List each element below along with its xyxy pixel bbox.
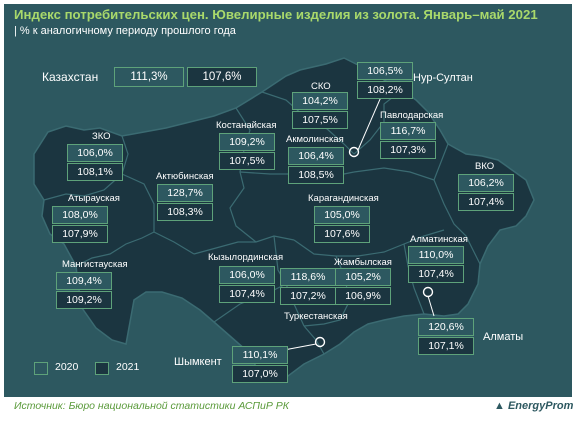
region-value-2021-akmola: 108,5% <box>288 166 344 184</box>
region-value-2020-nur-sultan: 106,5% <box>357 62 413 80</box>
region-label-mangystau: Мангистауская <box>62 259 128 270</box>
region-label-atyrau: Атырауская <box>68 193 120 204</box>
city-markers <box>283 89 435 351</box>
region-value-2020-zko: 106,0% <box>67 144 123 162</box>
source-note: Источник: Бюро национальной статистики А… <box>14 400 289 412</box>
legend-2020-swatch <box>34 362 48 375</box>
region-value-2021-vko: 107,4% <box>458 193 514 211</box>
region-label-kyzylorda: Кызылординская <box>208 252 284 263</box>
region-label-aktobe: Актюбинская <box>156 171 214 182</box>
national-label: Казахстан <box>42 70 99 84</box>
national-2020: 111,3% <box>114 67 184 87</box>
region-label-zhambyl: Жамбылская <box>334 257 392 268</box>
chart-subtitle: | % к аналогичному периоду прошлого года <box>14 25 236 37</box>
region-value-2020-akmola: 106,4% <box>288 147 344 165</box>
region-value-2021-shymkent: 107,0% <box>232 365 288 383</box>
region-label-shymkent: Шымкент <box>174 356 222 368</box>
region-label-pavlodar: Павлодарская <box>380 110 444 121</box>
region-value-2021-mangystau: 109,2% <box>56 291 112 309</box>
region-value-2020-mangystau: 109,4% <box>56 272 112 290</box>
region-value-2020-karaganda: 105,0% <box>314 206 370 224</box>
region-label-karaganda: Карагандинская <box>308 193 379 204</box>
region-label-kostanay: Костанайская <box>216 120 277 131</box>
region-label-almaty-reg: Алматинская <box>410 234 468 245</box>
region-value-2020-kyzylorda: 106,0% <box>219 266 275 284</box>
region-value-2021-pavlodar: 107,3% <box>380 141 436 159</box>
national-2021: 107,6% <box>187 67 257 87</box>
region-label-sko: СКО <box>311 81 331 92</box>
legend-2021-label: 2021 <box>116 361 140 373</box>
region-value-2021-kyzylorda: 107,4% <box>219 285 275 303</box>
region-value-2020-atyrau: 108,0% <box>52 206 108 224</box>
region-label-nur-sultan: Нур-Султан <box>413 72 473 84</box>
region-value-2020-aktobe: 128,7% <box>157 184 213 202</box>
region-value-2021-atyrau: 107,9% <box>52 225 108 243</box>
region-value-2021-turkestan: 107,2% <box>280 287 336 305</box>
region-value-2021-zko: 108,1% <box>67 163 123 181</box>
region-value-2021-almaty: 107,1% <box>418 337 474 355</box>
region-value-2020-pavlodar: 116,7% <box>380 122 436 140</box>
legend-2021-swatch <box>95 362 109 375</box>
shymkent-marker <box>314 336 326 348</box>
region-label-akmola: Акмолинская <box>286 134 344 145</box>
region-label-almaty: Алматы <box>483 331 524 343</box>
flame-icon: ▲ <box>494 400 505 412</box>
region-value-2020-shymkent: 110,1% <box>232 346 288 364</box>
region-value-2020-turkestan: 118,6% <box>280 268 336 286</box>
region-value-2021-zhambyl: 106,9% <box>335 287 391 305</box>
nur-sultan-marker <box>348 146 360 158</box>
region-label-zko: ЗКО <box>92 131 111 142</box>
region-value-2020-vko: 106,2% <box>458 174 514 192</box>
legend-2020-label: 2020 <box>55 361 79 373</box>
brand-name: EnergyProm <box>507 400 574 412</box>
region-value-2020-kostanay: 109,2% <box>219 133 275 151</box>
region-value-2020-almaty: 120,6% <box>418 318 474 336</box>
region-value-2021-kostanay: 107,5% <box>219 152 275 170</box>
region-value-2020-sko: 104,2% <box>292 92 348 110</box>
region-value-2020-zhambyl: 105,2% <box>335 268 391 286</box>
region-value-2021-almaty-reg: 107,4% <box>408 265 464 283</box>
region-value-2021-karaganda: 107,6% <box>314 225 370 243</box>
brand-logo: ▲ EnergyProm <box>494 400 573 412</box>
region-value-2021-nur-sultan: 108,2% <box>357 81 413 99</box>
region-value-2020-almaty-reg: 110,0% <box>408 246 464 264</box>
region-value-2021-sko: 107,5% <box>292 111 348 129</box>
footer: Источник: Бюро национальной статистики А… <box>0 397 576 421</box>
chart-title: Индекс потребительских цен. Ювелирные из… <box>14 7 538 22</box>
region-label-vko: ВКО <box>475 161 495 172</box>
region-value-2021-aktobe: 108,3% <box>157 203 213 221</box>
region-label-turkestan: Туркестанская <box>284 311 348 322</box>
